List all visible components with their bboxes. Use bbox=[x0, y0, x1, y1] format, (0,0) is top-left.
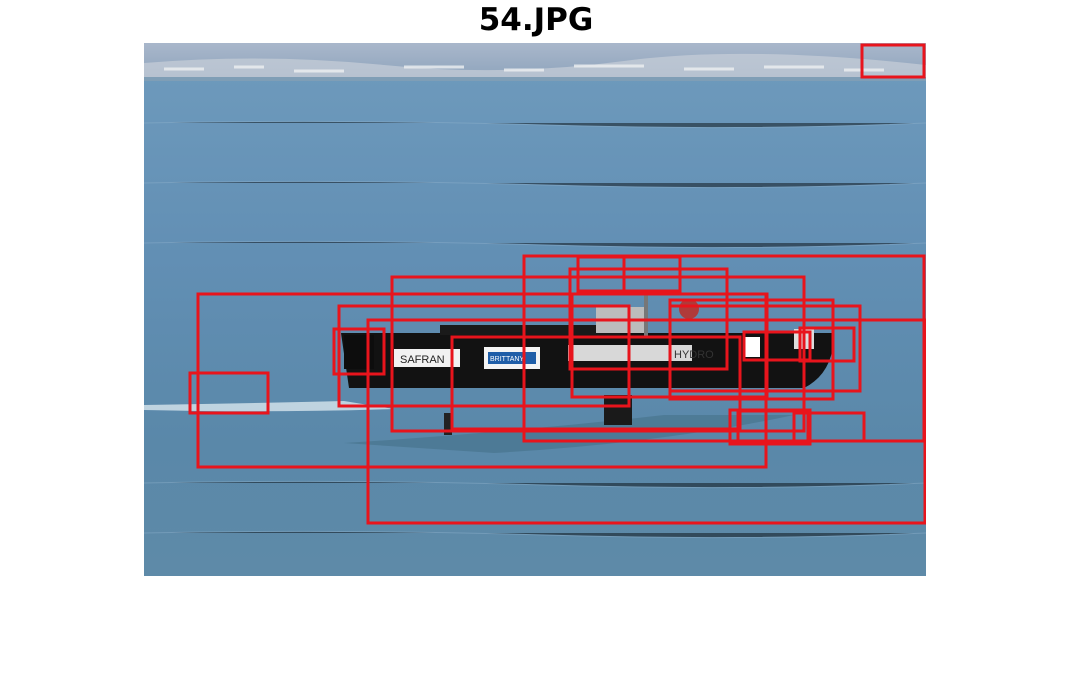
sponsor-label-brittany: BRITTANY bbox=[490, 356, 524, 363]
detection-box bbox=[576, 255, 682, 293]
detection-box bbox=[860, 43, 926, 79]
lake-water bbox=[144, 43, 926, 576]
detection-box bbox=[337, 304, 631, 408]
detection-box bbox=[742, 330, 812, 362]
lake-photo: SAFRAN BRITTANY HYDRO bbox=[144, 43, 926, 576]
water-ripples bbox=[144, 120, 926, 539]
annotated-photo: SAFRAN BRITTANY HYDRO bbox=[144, 43, 926, 576]
distant-shore bbox=[144, 43, 926, 81]
detection-box bbox=[798, 326, 856, 363]
figure-title: 54.JPG bbox=[478, 2, 594, 38]
detection-box bbox=[390, 275, 806, 433]
detection-box bbox=[736, 409, 810, 443]
detection-box bbox=[366, 318, 926, 525]
hydrofoil-boat: SAFRAN BRITTANY HYDRO bbox=[341, 291, 834, 435]
sponsor-label-hydro: HYDRO bbox=[674, 349, 714, 361]
detection-box bbox=[728, 408, 812, 446]
detection-box bbox=[332, 327, 386, 376]
detection-box bbox=[792, 411, 866, 443]
detection-box bbox=[622, 255, 682, 293]
detection-boxes bbox=[188, 43, 926, 525]
detection-box bbox=[188, 371, 270, 415]
detection-box bbox=[450, 335, 742, 431]
detection-box bbox=[668, 304, 862, 393]
sponsor-label-safran: SAFRAN bbox=[400, 354, 445, 366]
